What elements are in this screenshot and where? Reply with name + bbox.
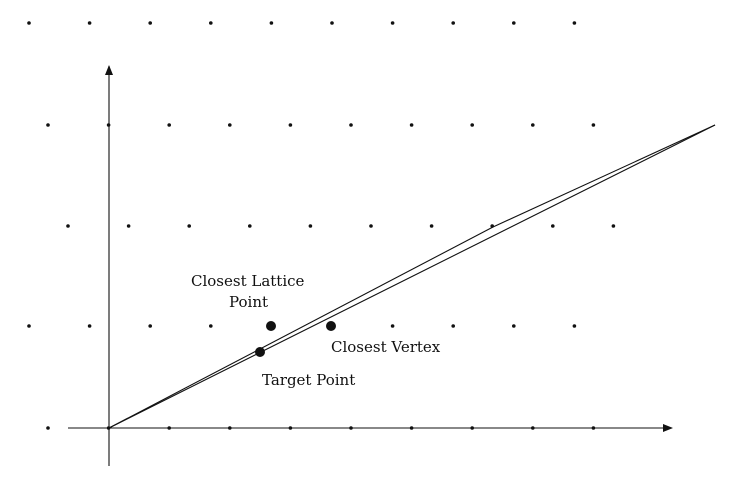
- closest-lattice-label-line2: Point: [229, 293, 268, 311]
- lattice-dot: [209, 324, 213, 328]
- lattice-dot: [87, 324, 92, 328]
- lattice-dot: [269, 21, 274, 25]
- lattice-dot: [148, 21, 152, 25]
- cone-lower-edge: [108, 124, 716, 429]
- lattice-dot: [531, 123, 535, 127]
- lattice-dot: [209, 21, 213, 25]
- lattice-dot: [451, 324, 456, 328]
- lattice-dot: [572, 21, 577, 25]
- lattice-dot: [369, 224, 373, 228]
- lattice-dot: [46, 426, 50, 430]
- lattice-dot: [572, 324, 577, 328]
- lattice-dot: [390, 324, 395, 328]
- lattice-dot: [330, 21, 334, 25]
- lattice-dot: [66, 224, 70, 228]
- lattice-dot: [167, 123, 171, 127]
- lattice-dot: [451, 21, 456, 25]
- lattice-dot: [27, 21, 31, 25]
- lattice-dot: [349, 123, 353, 127]
- closest-vertex-label: Closest Vertex: [331, 338, 441, 356]
- lattice-dot: [27, 324, 31, 328]
- lattice-dot: [512, 21, 516, 25]
- closest-lattice-label-line1: Closest Lattice: [191, 272, 305, 290]
- closest-lattice-point-marker: [266, 321, 276, 331]
- lattice-dot: [46, 123, 50, 127]
- lattice-points: [27, 21, 616, 430]
- lattice-dot: [429, 224, 434, 228]
- lattice-dot: [148, 324, 152, 328]
- lattice-dot: [409, 123, 414, 127]
- lattice-dot: [187, 224, 191, 228]
- lattice-dot: [512, 324, 516, 328]
- lattice-dot: [470, 123, 475, 127]
- lattice-dot: [390, 21, 395, 25]
- lattice-dot: [228, 123, 232, 127]
- cone-upper-edge: [108, 226, 494, 429]
- target-point-label: Target Point: [262, 371, 355, 389]
- lattice-dot: [308, 224, 313, 228]
- lattice-dot: [248, 224, 252, 228]
- target-point-marker: [255, 347, 265, 357]
- lattice-dot: [551, 224, 555, 228]
- lattice-dot: [591, 123, 596, 127]
- lattice-dot: [611, 224, 616, 228]
- lattice-dot: [126, 224, 131, 228]
- cone-upper-edge-extension: [492, 124, 716, 228]
- closest-vertex-marker: [326, 321, 336, 331]
- lattice-dot: [87, 21, 92, 25]
- lattice-dot: [288, 123, 293, 127]
